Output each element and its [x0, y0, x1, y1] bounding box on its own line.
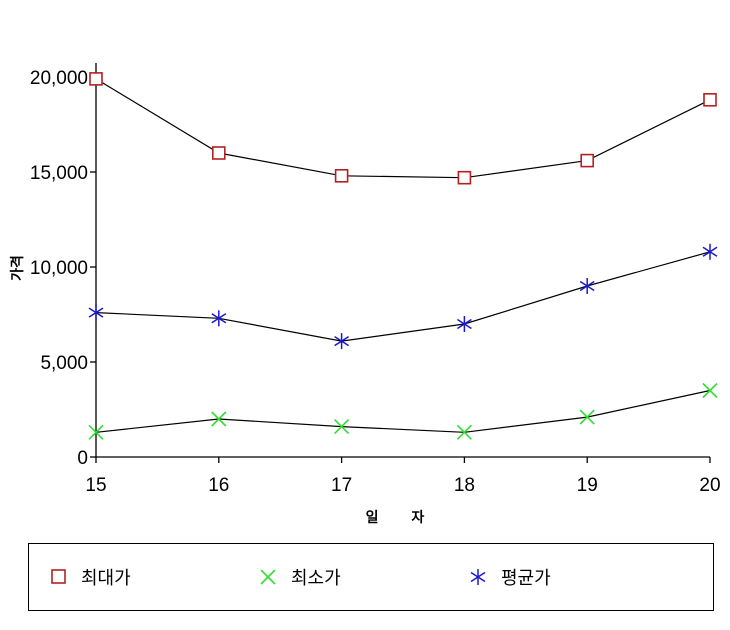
legend-label-min: 최소가	[291, 568, 341, 589]
legend-label-avg: 평균가	[501, 568, 551, 589]
x-tick-label: 15	[85, 475, 106, 496]
x-tick-label: 19	[577, 475, 598, 496]
data-point	[334, 419, 350, 435]
data-point	[89, 72, 103, 86]
data-point	[456, 424, 472, 440]
y-tick-label: 0	[77, 448, 88, 469]
data-point	[702, 382, 718, 399]
y-axis-title: 가격	[9, 255, 26, 281]
data-point	[334, 333, 350, 350]
series-line-3	[95, 251, 711, 342]
legend: 최대가 최소가 평균가	[28, 543, 714, 611]
square-marker-icon	[51, 569, 66, 584]
x-tick-label: 20	[699, 475, 720, 496]
line-chart: 0 5,000 10,000 15,000 20,000 15 16 17 18 19 20 일 자…	[9, 63, 721, 526]
series-lines	[95, 78, 711, 433]
asterisk-marker-icon	[470, 569, 486, 585]
series-markers	[88, 72, 718, 440]
data-point	[212, 146, 226, 160]
y-tick-label: 10,000	[30, 258, 88, 279]
axes	[90, 63, 711, 463]
data-point	[456, 316, 472, 332]
y-tick-label: 15,000	[30, 163, 88, 184]
y-tick-label: 5,000	[40, 353, 88, 374]
data-point	[580, 153, 595, 168]
data-point	[88, 424, 104, 440]
data-point	[579, 278, 595, 294]
x-axis-title: 일 자	[366, 510, 439, 526]
data-point	[579, 409, 595, 425]
series-line-1	[95, 78, 711, 179]
data-point	[457, 170, 472, 185]
data-point	[211, 310, 227, 327]
x-marker-icon	[260, 569, 276, 585]
y-tick-label: 20,000	[30, 68, 88, 89]
data-point	[703, 93, 717, 107]
x-tick-label: 17	[331, 475, 352, 496]
x-tick-label: 16	[208, 475, 229, 496]
x-tick-label: 18	[454, 475, 475, 496]
tick-labels: 0 5,000 10,000 15,000 20,000 15 16 17 18 19 20	[30, 68, 721, 496]
data-point	[211, 411, 227, 427]
series-line-2	[95, 389, 711, 433]
legend-label-max: 최대가	[81, 568, 131, 589]
data-point	[88, 304, 104, 321]
legend-item-avg: 평균가	[469, 544, 551, 610]
data-point	[334, 169, 349, 183]
data-point	[702, 243, 718, 260]
legend-item-max: 최대가	[51, 544, 131, 610]
legend-item-min: 최소가	[259, 544, 341, 610]
